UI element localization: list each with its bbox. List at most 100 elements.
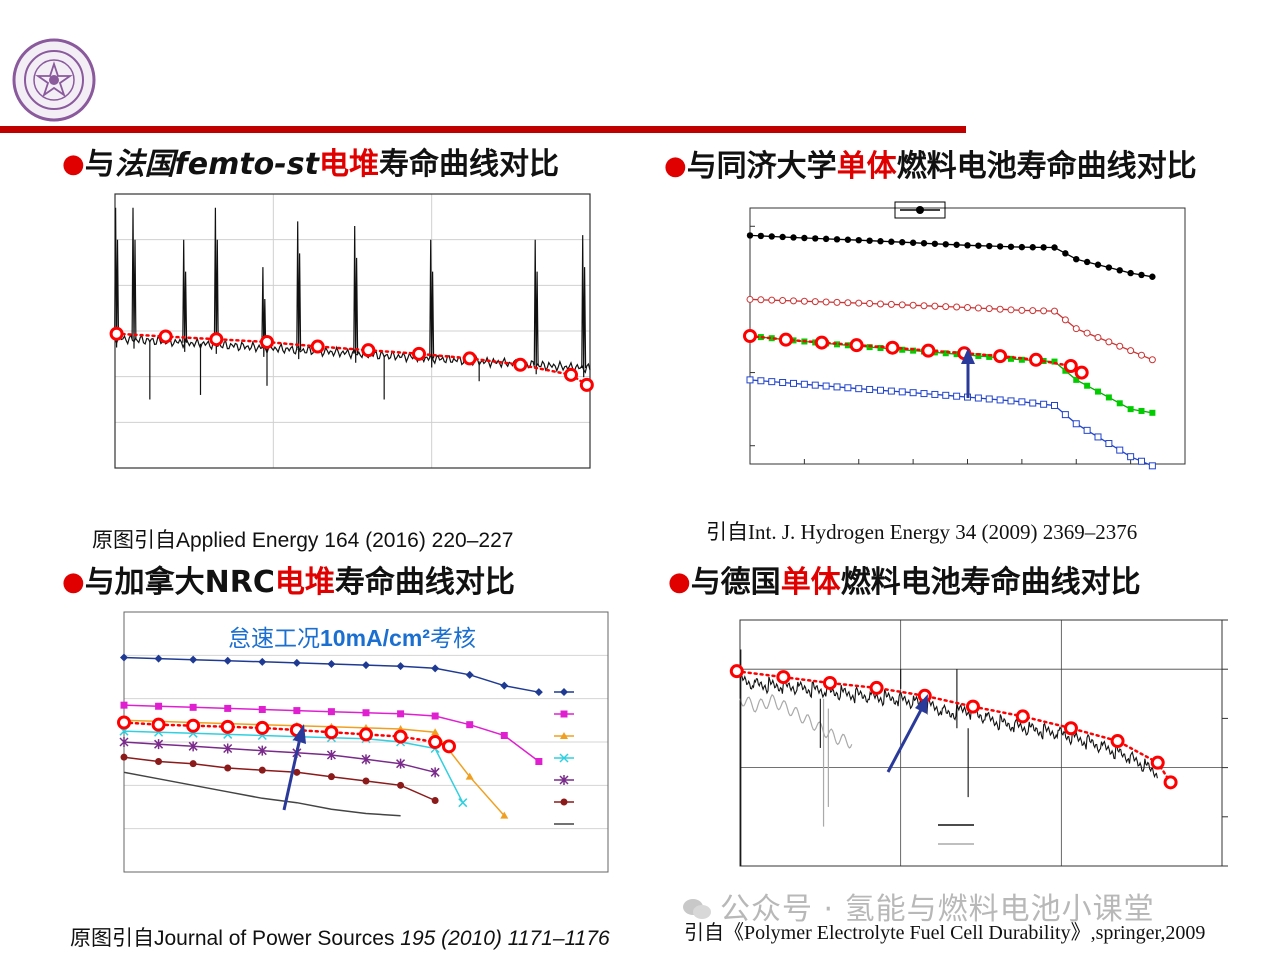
series-marker	[560, 710, 568, 718]
series-marker	[559, 753, 569, 763]
series-red-marker	[866, 300, 874, 308]
formula-curve-point	[1150, 755, 1165, 770]
series-black-marker	[1116, 267, 1123, 274]
series-black-marker	[779, 233, 786, 241]
series-F-line	[123, 756, 436, 802]
series-marker	[396, 662, 405, 671]
series-blue-marker	[931, 390, 939, 398]
series-marker	[458, 798, 468, 808]
series-blue-marker	[1029, 399, 1037, 407]
series-blue-marker	[1051, 401, 1058, 409]
formula-curve-point	[1163, 775, 1178, 790]
source-citation-tongji: 引自Int. J. Hydrogen Energy 34 (2009) 2369…	[706, 520, 1138, 544]
series-blue-marker	[1094, 433, 1102, 441]
series-black-marker	[790, 234, 797, 241]
series-blue-marker	[811, 381, 819, 389]
series-marker	[155, 758, 163, 765]
series-black-marker	[986, 242, 993, 250]
series-blue-marker	[1116, 446, 1124, 454]
series-black-marker	[1029, 244, 1036, 251]
series-blue-marker	[844, 384, 852, 392]
header-divider	[0, 126, 966, 133]
series-black-marker	[996, 243, 1004, 250]
formula-curve-point	[441, 739, 456, 754]
series-blue-marker	[1061, 411, 1069, 419]
series-red-marker	[1072, 325, 1080, 333]
series-blue-marker	[985, 395, 993, 403]
plot-frame	[739, 619, 1223, 867]
series-black-marker	[920, 240, 928, 247]
series-red-marker	[953, 303, 961, 311]
series-marker	[155, 702, 163, 710]
legend-marker	[916, 206, 924, 214]
series-black-marker	[1007, 243, 1015, 250]
legend-box	[894, 201, 946, 219]
series-marker	[223, 743, 233, 754]
series-marker	[535, 758, 543, 765]
series-red-marker	[877, 300, 884, 308]
series-marker	[431, 664, 440, 673]
watermark: 公众号 · 氢能与燃料电池小课堂	[682, 884, 1155, 928]
series-red-marker	[1040, 307, 1048, 315]
series-marker	[430, 767, 440, 778]
voltage-spike	[353, 225, 359, 363]
series-black-marker	[1083, 258, 1091, 266]
series-marker	[120, 753, 128, 761]
formula-curve-point	[1029, 352, 1044, 367]
series-marker	[258, 766, 266, 774]
series-green-marker	[1018, 356, 1025, 363]
series-blue-marker	[1018, 398, 1026, 406]
series-red-marker	[855, 299, 863, 307]
formula-curve-point	[743, 329, 757, 343]
series-red-line	[749, 298, 1153, 361]
series-red-marker	[1138, 351, 1145, 359]
series-black-marker	[877, 238, 884, 245]
formula-curve-point	[117, 715, 131, 730]
annotation-arrow	[282, 737, 302, 811]
series-black-marker	[942, 241, 949, 248]
series-red-marker	[844, 299, 852, 307]
source-citation-nrc: 原图引自Journal of Power Sources 195 (2010) …	[70, 927, 610, 950]
series-marker	[293, 707, 301, 715]
section-title-nrc: ●与加拿大NRC电堆寿命曲线对比	[62, 565, 515, 600]
formula-curve-point	[776, 670, 791, 685]
series-blue-marker	[1127, 453, 1135, 461]
series-blue-marker	[855, 385, 863, 393]
series-red-marker	[1029, 307, 1037, 315]
formula-curve-point	[260, 334, 274, 349]
chart-dana-average-cell-voltage	[729, 619, 1228, 867]
series-marker	[397, 781, 405, 789]
series-E-line	[123, 741, 436, 774]
series-black-marker	[953, 241, 960, 248]
annotation-arrowhead	[293, 724, 306, 744]
series-green-marker	[1051, 358, 1058, 365]
series-blue-marker	[1007, 397, 1015, 405]
series-marker	[120, 701, 128, 709]
chart-tongji-cell-potential	[743, 201, 1186, 470]
series-red-marker	[1083, 329, 1091, 337]
series-green-marker	[1116, 400, 1123, 407]
series-black-marker	[812, 235, 819, 242]
series-marker	[154, 739, 164, 750]
formula-curve-point	[1074, 365, 1089, 380]
formula-curve-point	[209, 332, 224, 347]
voltage-spike	[131, 207, 137, 349]
series-black-marker	[855, 236, 862, 244]
series-green-marker	[1105, 394, 1112, 401]
series-red-marker	[974, 304, 982, 312]
formula-curve-point	[849, 338, 864, 353]
series-black-marker	[1138, 271, 1145, 279]
bullet-icon: ●	[62, 567, 85, 597]
formula-curve-point	[564, 367, 578, 382]
series-blue-marker	[974, 394, 982, 402]
series-red-marker	[790, 297, 797, 305]
series-red-marker	[757, 296, 765, 304]
series-G-line	[123, 771, 401, 817]
formula-curve-point	[1063, 721, 1078, 736]
formula-curve-point	[822, 675, 837, 690]
series-black-marker	[1105, 264, 1113, 271]
voltage-spike	[429, 239, 435, 368]
voltage-spike	[296, 221, 302, 360]
series-blue-marker	[768, 378, 776, 386]
series-green-marker	[768, 335, 775, 342]
